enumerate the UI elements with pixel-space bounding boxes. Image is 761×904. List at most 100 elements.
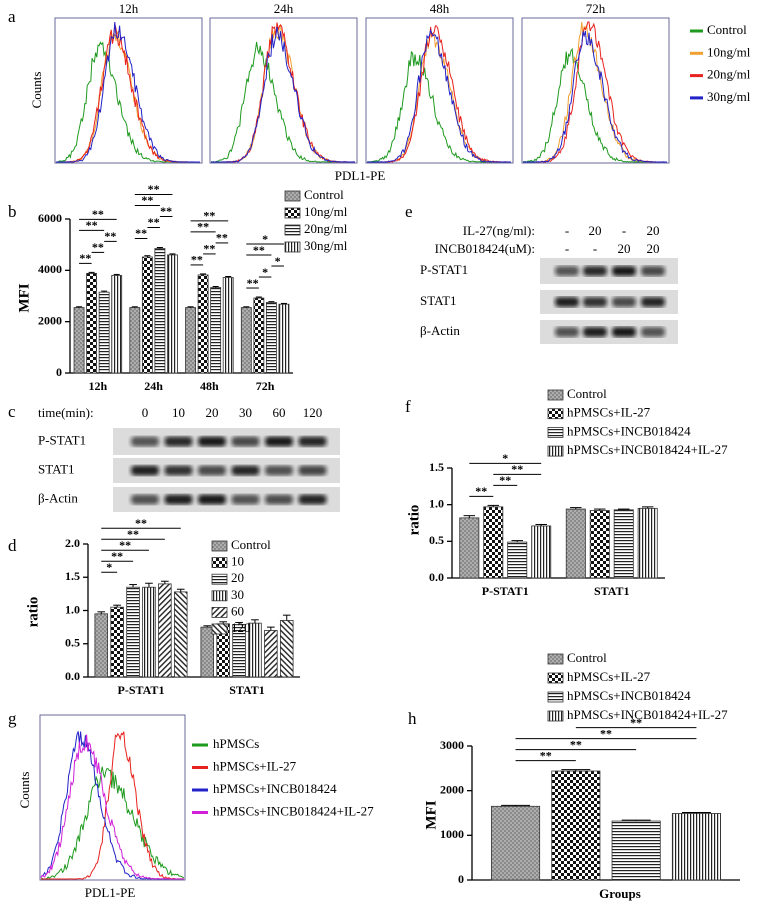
x-tick-label: STAT1 (229, 683, 265, 697)
bar (200, 626, 215, 678)
blot-band (641, 297, 665, 307)
x-tick-label: 48h (200, 379, 219, 393)
histogram-curve (41, 731, 184, 880)
panel-label: b (8, 202, 17, 221)
blot-band (164, 436, 193, 447)
histogram-curve (40, 734, 184, 880)
bar (197, 274, 209, 374)
panel-label: e (405, 202, 413, 221)
histogram-curve (523, 21, 667, 163)
significance-label: * (502, 451, 508, 465)
significance-label: ** (148, 215, 160, 229)
bar (73, 307, 85, 374)
x-axis-label: PDL1-PE (85, 885, 136, 900)
significance-label: ** (600, 726, 612, 740)
legend-swatch (547, 408, 564, 420)
legend-label: hPMSCs+INCB018424 (567, 423, 691, 438)
lane-label: 0 (142, 405, 149, 420)
bar (459, 517, 480, 579)
significance-label: ** (79, 251, 91, 265)
bar (129, 307, 141, 374)
histogram-curve (56, 21, 200, 163)
x-tick-label: 72h (256, 379, 275, 393)
legend-label: hPMSCs+IL-27 (567, 669, 651, 684)
significance-label: ** (475, 484, 487, 498)
blot-band (231, 436, 260, 447)
bar (94, 613, 109, 678)
significance-label: ** (119, 538, 131, 552)
y-axis-label: Counts (29, 72, 44, 109)
blot-band (198, 465, 226, 476)
blot-header: time(min): (38, 405, 94, 420)
blot-band (612, 327, 636, 337)
lane-label: - (565, 241, 569, 256)
significance-label: ** (203, 209, 215, 223)
blot-band (641, 327, 665, 337)
significance-label: ** (570, 737, 582, 751)
blot-band (583, 266, 607, 276)
y-tick-label: 0 (56, 365, 62, 379)
histogram-frame (54, 17, 203, 164)
bar (483, 506, 504, 579)
bar (142, 586, 156, 678)
legend-label: Control (304, 187, 344, 202)
panel-title: 72h (586, 1, 606, 16)
significance-label: ** (160, 204, 172, 218)
legend-label: hPMSCs+INCB018424+IL-27 (567, 442, 728, 457)
row-label: P-STAT1 (420, 262, 468, 277)
y-tick-label: 0.0 (429, 570, 444, 584)
legend-label: hPMSCs+IL-27 (213, 758, 297, 773)
legend-label: 10 (231, 554, 244, 569)
blot-band (612, 266, 636, 276)
histogram-frame (209, 17, 358, 164)
significance-label: ** (203, 242, 215, 256)
legend-label: 30ng/ml (707, 89, 751, 104)
row-label: β-Actin (38, 490, 78, 505)
panel-title: 12h (119, 1, 139, 16)
y-tick-label: 0.5 (429, 533, 444, 547)
blot-band (231, 494, 260, 505)
x-tick-label: 24h (144, 379, 163, 393)
bar (637, 507, 658, 579)
significance-label: ** (92, 207, 104, 221)
legend-swatch (211, 623, 228, 635)
blot-band (555, 327, 579, 337)
blot-band (583, 327, 607, 337)
bar (264, 630, 278, 678)
y-axis-label: Counts (17, 772, 32, 809)
histogram-curve (56, 41, 200, 163)
bar (613, 509, 634, 579)
y-tick-label: 1.0 (65, 602, 80, 616)
blot-band (131, 436, 159, 447)
significance-label: ** (127, 527, 139, 541)
significance-label: * (106, 560, 112, 574)
bar (491, 805, 541, 881)
lane-label: 20 (618, 241, 631, 256)
legend-label: 60 (231, 603, 244, 618)
y-axis-label: ratio (25, 597, 41, 628)
lane-label: - (593, 241, 597, 256)
y-tick-label: 1000 (440, 827, 464, 841)
y-tick-label: 0 (458, 872, 464, 886)
legend-swatch (284, 241, 301, 253)
lane-label: 30 (239, 405, 252, 420)
y-tick-label: 2000 (440, 782, 464, 796)
legend-swatch (547, 653, 564, 665)
x-tick-label: STAT1 (594, 584, 630, 598)
legend-label: hPMSCs+INCB018424 (567, 688, 691, 703)
panel-label: f (405, 397, 411, 416)
x-tick-label: P-STAT1 (118, 683, 165, 697)
legend-label: Control (567, 650, 607, 665)
significance-label: ** (630, 715, 642, 729)
lane-label: - (565, 223, 569, 238)
bar (240, 307, 252, 374)
bar (185, 307, 196, 374)
legend-swatch (211, 590, 228, 602)
lane-label: 20 (206, 405, 219, 420)
legend-swatch (547, 672, 564, 684)
blot-band (131, 494, 159, 505)
blot-band (265, 465, 293, 476)
legend-label: hPMSCs+INCB018424+IL-27 (213, 803, 374, 818)
blot-band (298, 465, 327, 476)
significance-label: * (275, 254, 281, 268)
